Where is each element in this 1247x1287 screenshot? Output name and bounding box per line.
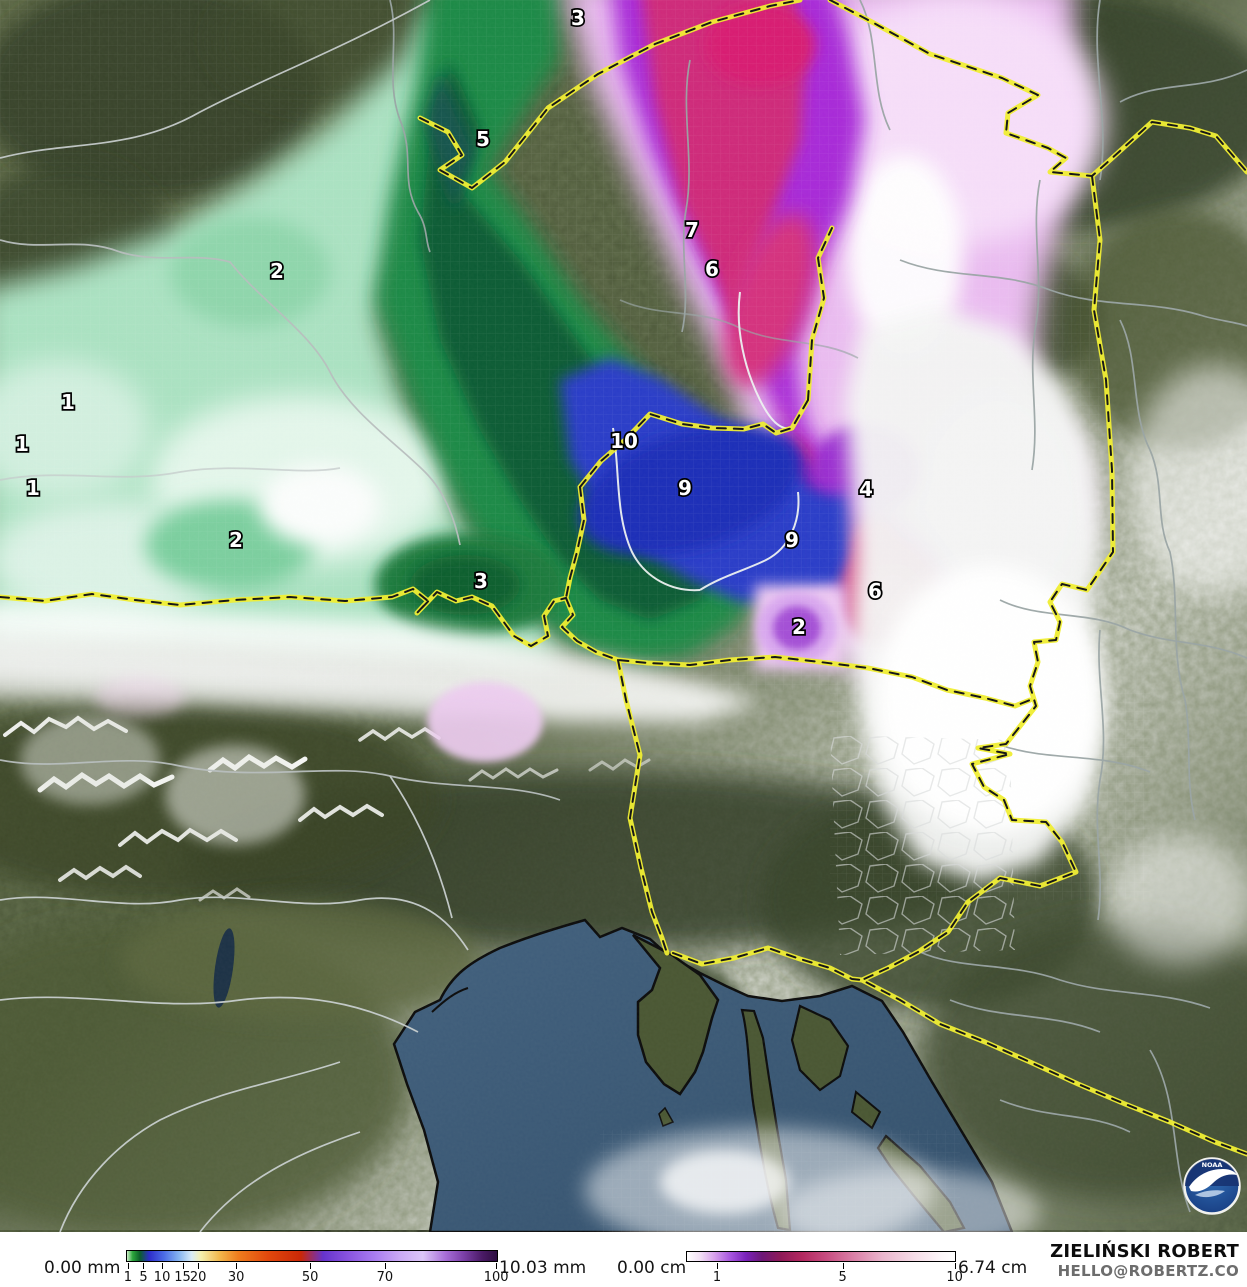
map-value-label: 2: [270, 259, 284, 283]
map-value-label: 1: [26, 476, 40, 500]
snow-legend-min-label: 0.00 cm: [617, 1258, 687, 1278]
map-value-label: 9: [785, 528, 799, 552]
precip-colorbar: [126, 1250, 498, 1262]
map-value-label: 1: [15, 432, 29, 456]
map-value-label: 1: [61, 390, 75, 414]
precip-colorbar-ticks: 1 5 10 15 20 30 50 70 100: [124, 1263, 509, 1285]
author-email: HELLO@ROBERTZ.CO: [1057, 1261, 1239, 1280]
map-value-label: 7: [685, 218, 699, 242]
noaa-logo-text: NOAA: [1202, 1161, 1223, 1169]
credit-block: ZIELIŃSKI ROBERT HELLO@ROBERTZ.CO: [1050, 1241, 1239, 1280]
map-value-label: 3: [571, 6, 585, 30]
map-value-label: 10: [610, 429, 638, 453]
precip-legend-max-label: 10.03 mm: [499, 1258, 587, 1278]
author-name: ZIELIŃSKI ROBERT: [1050, 1241, 1239, 1262]
map-value-label: 2: [229, 528, 243, 552]
map-value-label: 5: [476, 127, 490, 151]
map-value-label: 9: [678, 476, 692, 500]
noaa-logo: NOAA: [1183, 1157, 1241, 1215]
legend-strip: 0.00 mm 1 5 10 15 20 30 50 70 100 10.03 mm 0.00 …: [0, 1232, 1247, 1287]
noaa-bird-icon: [1189, 1169, 1237, 1192]
snow-colorbar: [686, 1251, 956, 1262]
snow-legend-max-label: 6.74 cm: [958, 1258, 1028, 1278]
map-value-label: 4: [859, 477, 873, 501]
precip-legend-min-label: 0.00 mm: [44, 1258, 121, 1278]
map-value-label: 2: [792, 615, 806, 639]
map-value-label: 3: [474, 569, 488, 593]
sea-precip-patch: [0, 0, 1247, 1232]
weather-map: 3 5 7 6 2 1 1 1 2 10 9 4 9 3 6 2 NOAA: [0, 0, 1247, 1232]
map-value-label: 6: [705, 257, 719, 281]
map-value-label: 6: [868, 579, 882, 603]
snow-colorbar-ticks: 1 5 10: [686, 1263, 963, 1285]
